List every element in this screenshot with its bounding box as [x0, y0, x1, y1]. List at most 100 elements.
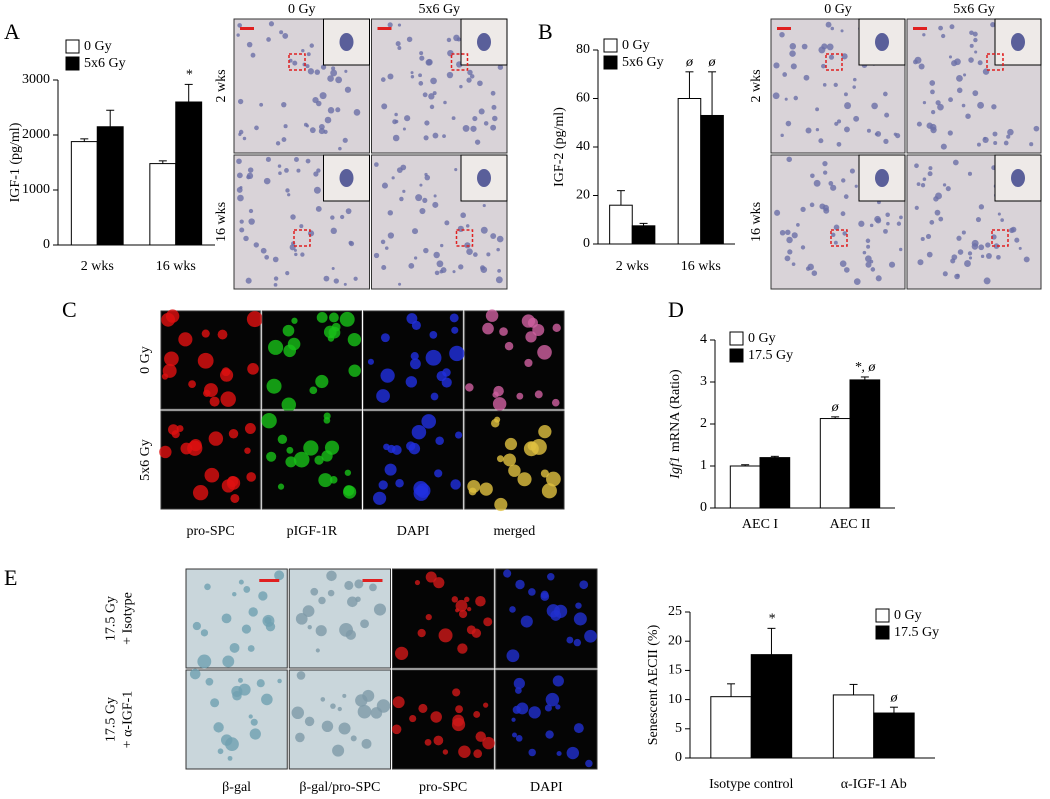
- y-tick-label: 60: [576, 91, 590, 106]
- cell: [566, 636, 574, 644]
- cell: [237, 194, 244, 202]
- cell: [318, 596, 326, 605]
- cell: [815, 107, 820, 112]
- cell: [434, 469, 443, 478]
- cell: [969, 30, 974, 36]
- cell: [927, 171, 933, 177]
- cell: [852, 77, 857, 82]
- y-tick-label: 2000: [22, 127, 50, 142]
- cell: [227, 755, 233, 761]
- cell: [411, 228, 419, 235]
- image-row-label: 17.5 Gy: [104, 596, 119, 641]
- cell: [534, 390, 543, 399]
- cell: [573, 612, 587, 626]
- cell: [419, 208, 426, 215]
- cell: [323, 412, 331, 420]
- bar: [873, 712, 915, 759]
- cell: [330, 215, 335, 220]
- legend-label: 0 Gy: [748, 331, 776, 346]
- cell: [321, 720, 334, 733]
- y-tick-label: 0: [675, 750, 682, 765]
- cell: [187, 440, 203, 456]
- cell: [584, 629, 597, 643]
- x-tick-label: AEC II: [830, 517, 871, 532]
- cell: [320, 697, 326, 702]
- cell: [479, 482, 493, 496]
- inset-cell: [477, 169, 491, 187]
- x-tick-label: α-IGF-1 Ab: [841, 777, 907, 792]
- cell: [241, 624, 252, 634]
- cell: [294, 252, 298, 257]
- cell: [956, 74, 963, 82]
- cell: [343, 282, 347, 286]
- cell: [934, 209, 941, 216]
- cell: [977, 60, 983, 66]
- cell: [809, 202, 815, 208]
- cell: [972, 90, 979, 97]
- cell: [331, 266, 335, 270]
- cell: [347, 596, 358, 608]
- cell: [504, 437, 518, 451]
- cell: [305, 158, 311, 164]
- cell: [425, 614, 432, 621]
- cell: [378, 480, 388, 490]
- cell: [573, 723, 584, 734]
- cell: [818, 138, 824, 144]
- cell: [506, 649, 520, 663]
- cell: [551, 398, 560, 407]
- cell: [833, 82, 838, 88]
- cell: [446, 37, 452, 43]
- cell: [260, 247, 267, 254]
- cell: [458, 745, 471, 758]
- cell: [460, 212, 466, 219]
- cell: [237, 677, 243, 683]
- cell: [870, 267, 876, 272]
- cell: [404, 115, 411, 122]
- cell: [265, 621, 276, 632]
- cell: [406, 36, 413, 43]
- cell: [316, 168, 321, 173]
- cell: [1000, 218, 1004, 222]
- cell: [434, 270, 440, 276]
- cell: [293, 156, 299, 162]
- cell: [552, 323, 561, 333]
- cell: [843, 194, 849, 199]
- x-tick-label: 16 wks: [681, 259, 721, 274]
- significance-label: ø: [889, 690, 898, 705]
- cell: [477, 80, 483, 87]
- cell: [282, 324, 295, 337]
- cell: [361, 738, 372, 749]
- cell: [961, 230, 966, 235]
- cell: [222, 655, 235, 668]
- cell: [318, 123, 325, 130]
- inset: [460, 18, 508, 66]
- cell: [993, 243, 1000, 249]
- legend-swatch: [65, 56, 80, 71]
- cell: [555, 704, 561, 710]
- scale-bar: [362, 579, 383, 582]
- cell: [823, 207, 830, 214]
- cell: [528, 588, 536, 596]
- cell: [785, 120, 792, 127]
- cell: [303, 440, 319, 456]
- cell: [319, 92, 327, 100]
- cell: [793, 95, 799, 101]
- cell: [491, 104, 497, 110]
- cell: [866, 128, 871, 133]
- cell: [171, 430, 180, 439]
- roi-box: [455, 229, 474, 247]
- image-column-label: pIGF-1R: [287, 524, 338, 539]
- cell: [544, 704, 552, 712]
- cell: [830, 184, 837, 191]
- cell: [314, 455, 324, 465]
- cell: [238, 132, 242, 137]
- cell: [337, 706, 342, 712]
- cell: [343, 485, 357, 499]
- cell: [323, 325, 337, 339]
- cell: [408, 442, 421, 455]
- cell: [204, 467, 220, 483]
- inset-cell: [339, 169, 354, 187]
- cell: [188, 380, 196, 388]
- cell: [423, 135, 429, 141]
- cell: [210, 698, 220, 708]
